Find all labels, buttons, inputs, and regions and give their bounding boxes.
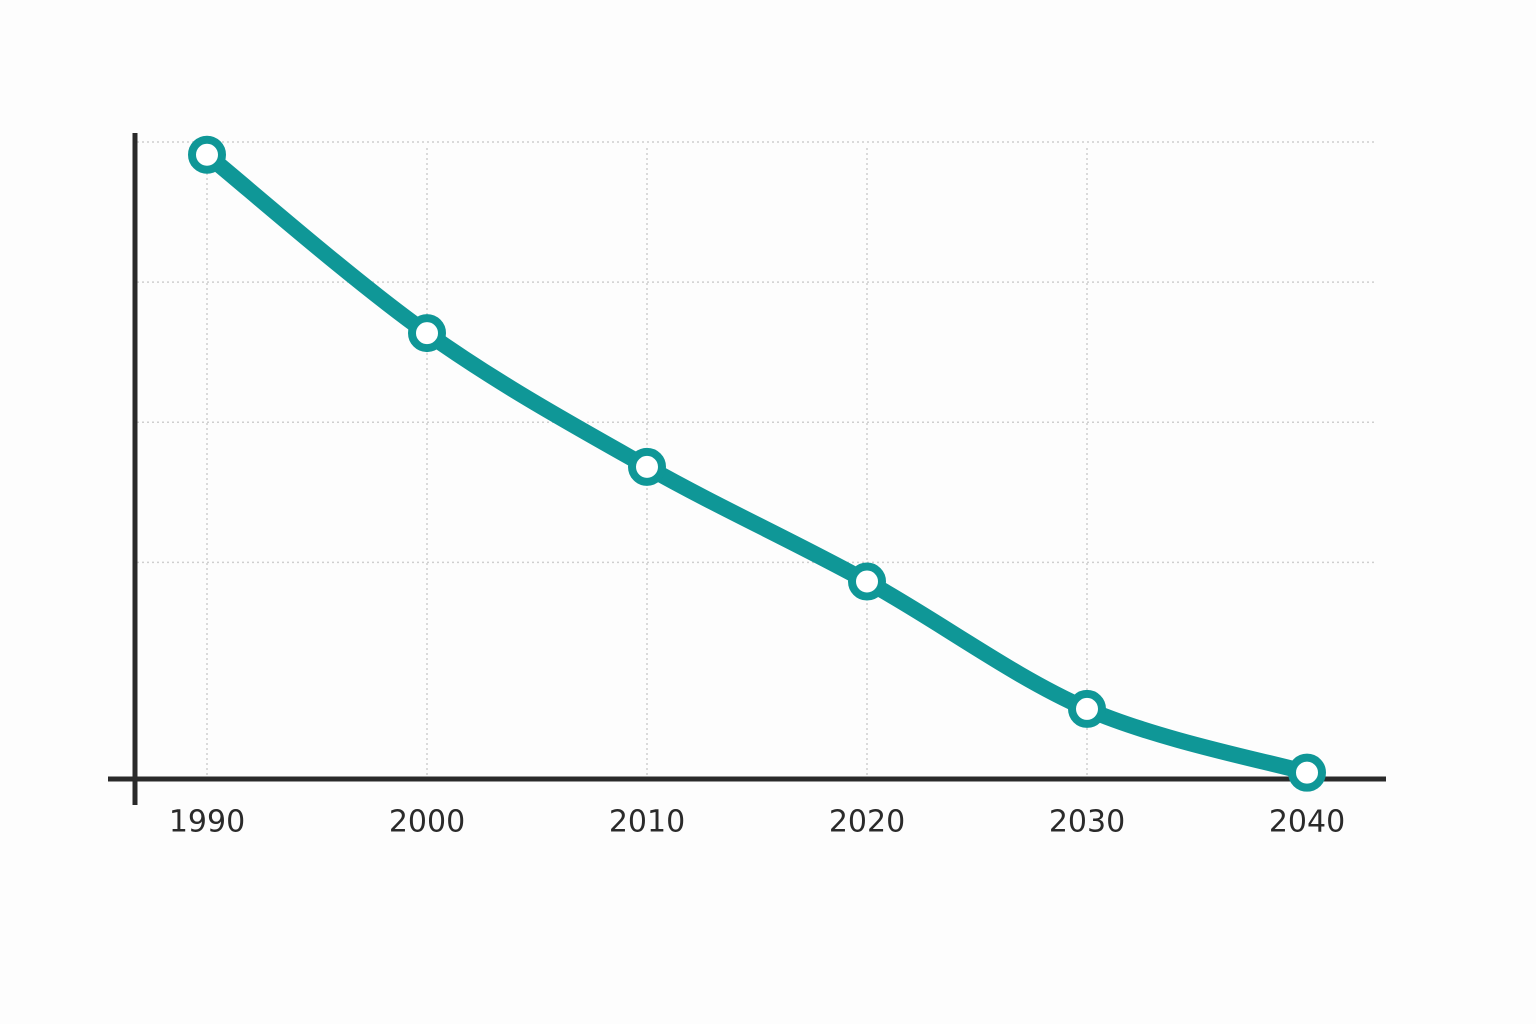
- data-point: [628, 447, 666, 486]
- x-tick-label: 1990: [169, 805, 245, 840]
- data-point: [188, 135, 226, 174]
- grid: [137, 141, 1375, 777]
- data-point: [1068, 689, 1106, 728]
- x-tick-label: 2030: [1049, 805, 1125, 840]
- data-point: [1288, 753, 1326, 792]
- data-point: [408, 314, 446, 353]
- x-tick-label: 2040: [1269, 805, 1345, 840]
- data-point: [848, 562, 886, 601]
- x-tick-label: 2020: [829, 805, 905, 840]
- data-line: [199, 146, 1315, 781]
- x-tick-label: 2000: [389, 805, 465, 840]
- x-tick-label: 2010: [609, 805, 685, 840]
